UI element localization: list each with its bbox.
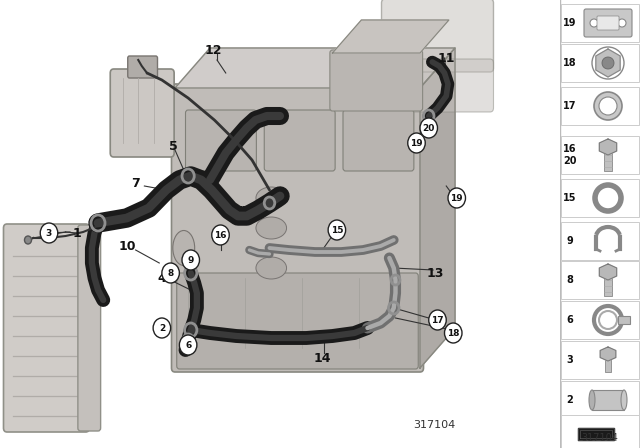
Polygon shape bbox=[578, 428, 614, 440]
Bar bbox=[618, 316, 630, 324]
FancyBboxPatch shape bbox=[78, 225, 100, 431]
Bar bbox=[561, 301, 639, 339]
Bar bbox=[561, 341, 639, 379]
Ellipse shape bbox=[589, 390, 595, 410]
Text: 12: 12 bbox=[205, 43, 222, 56]
FancyBboxPatch shape bbox=[177, 273, 419, 369]
Circle shape bbox=[618, 19, 626, 27]
FancyBboxPatch shape bbox=[343, 110, 414, 171]
FancyBboxPatch shape bbox=[186, 110, 257, 171]
Text: 19: 19 bbox=[451, 194, 463, 202]
Ellipse shape bbox=[256, 187, 287, 209]
Bar bbox=[561, 415, 639, 448]
Ellipse shape bbox=[621, 390, 627, 410]
Circle shape bbox=[429, 310, 446, 330]
Polygon shape bbox=[599, 264, 617, 280]
Bar bbox=[561, 136, 639, 174]
Text: 15: 15 bbox=[331, 225, 343, 234]
Polygon shape bbox=[333, 20, 449, 53]
Circle shape bbox=[408, 133, 425, 153]
Circle shape bbox=[445, 323, 462, 343]
Ellipse shape bbox=[256, 217, 287, 239]
Circle shape bbox=[153, 318, 171, 338]
Ellipse shape bbox=[256, 257, 287, 279]
Text: 9: 9 bbox=[188, 255, 194, 264]
Polygon shape bbox=[600, 347, 616, 361]
Bar bbox=[561, 87, 639, 125]
Bar bbox=[592, 390, 624, 410]
Circle shape bbox=[590, 19, 598, 27]
Circle shape bbox=[182, 250, 200, 270]
Text: 8: 8 bbox=[168, 268, 173, 277]
FancyBboxPatch shape bbox=[597, 16, 619, 30]
Text: 15: 15 bbox=[563, 193, 577, 203]
Text: 13: 13 bbox=[427, 267, 444, 280]
Bar bbox=[604, 147, 612, 171]
Circle shape bbox=[162, 263, 179, 283]
Text: 16: 16 bbox=[214, 231, 227, 240]
Circle shape bbox=[602, 57, 614, 69]
Text: 6: 6 bbox=[185, 340, 191, 349]
FancyBboxPatch shape bbox=[110, 69, 174, 157]
Text: 3: 3 bbox=[46, 228, 52, 237]
Circle shape bbox=[594, 92, 622, 120]
Text: 8: 8 bbox=[566, 275, 573, 285]
FancyBboxPatch shape bbox=[264, 110, 335, 171]
FancyBboxPatch shape bbox=[3, 224, 89, 432]
Text: 16
20: 16 20 bbox=[563, 144, 577, 166]
Ellipse shape bbox=[173, 231, 195, 266]
Text: 20: 20 bbox=[422, 124, 435, 133]
Text: 17: 17 bbox=[563, 101, 577, 111]
Circle shape bbox=[448, 188, 465, 208]
Text: 17: 17 bbox=[431, 315, 444, 324]
Text: 317104: 317104 bbox=[413, 420, 455, 430]
Bar bbox=[561, 44, 639, 82]
Circle shape bbox=[599, 97, 617, 115]
Bar bbox=[561, 222, 639, 260]
Bar bbox=[561, 4, 639, 42]
Text: 11: 11 bbox=[438, 52, 455, 65]
Polygon shape bbox=[420, 48, 455, 368]
Text: 19: 19 bbox=[563, 18, 577, 28]
Text: 4: 4 bbox=[157, 271, 166, 284]
Text: 2: 2 bbox=[159, 323, 165, 332]
FancyBboxPatch shape bbox=[584, 9, 632, 37]
Bar bbox=[561, 179, 639, 217]
Text: 18: 18 bbox=[563, 58, 577, 68]
Circle shape bbox=[40, 223, 58, 243]
Text: 7: 7 bbox=[131, 177, 140, 190]
FancyBboxPatch shape bbox=[128, 56, 157, 78]
Text: 2: 2 bbox=[566, 395, 573, 405]
FancyBboxPatch shape bbox=[381, 0, 493, 72]
Polygon shape bbox=[175, 48, 455, 88]
Text: 10: 10 bbox=[118, 240, 136, 253]
Bar bbox=[561, 261, 639, 299]
Bar bbox=[605, 354, 611, 372]
Text: 18: 18 bbox=[447, 328, 460, 337]
Text: 14: 14 bbox=[313, 352, 331, 365]
Circle shape bbox=[24, 236, 31, 244]
Text: 6: 6 bbox=[566, 315, 573, 325]
Circle shape bbox=[179, 335, 197, 355]
Polygon shape bbox=[596, 49, 620, 77]
FancyBboxPatch shape bbox=[330, 50, 422, 111]
Circle shape bbox=[328, 220, 346, 240]
Bar bbox=[604, 272, 612, 296]
Text: 5: 5 bbox=[169, 139, 178, 152]
FancyBboxPatch shape bbox=[172, 84, 424, 372]
Text: 9: 9 bbox=[566, 236, 573, 246]
Text: 3: 3 bbox=[566, 355, 573, 365]
FancyBboxPatch shape bbox=[381, 59, 493, 112]
Circle shape bbox=[420, 118, 438, 138]
Circle shape bbox=[212, 225, 229, 245]
Polygon shape bbox=[599, 139, 617, 155]
Text: 317104: 317104 bbox=[582, 433, 618, 443]
Text: 1: 1 bbox=[72, 227, 81, 240]
Text: 19: 19 bbox=[410, 138, 423, 147]
Bar bbox=[561, 381, 639, 419]
